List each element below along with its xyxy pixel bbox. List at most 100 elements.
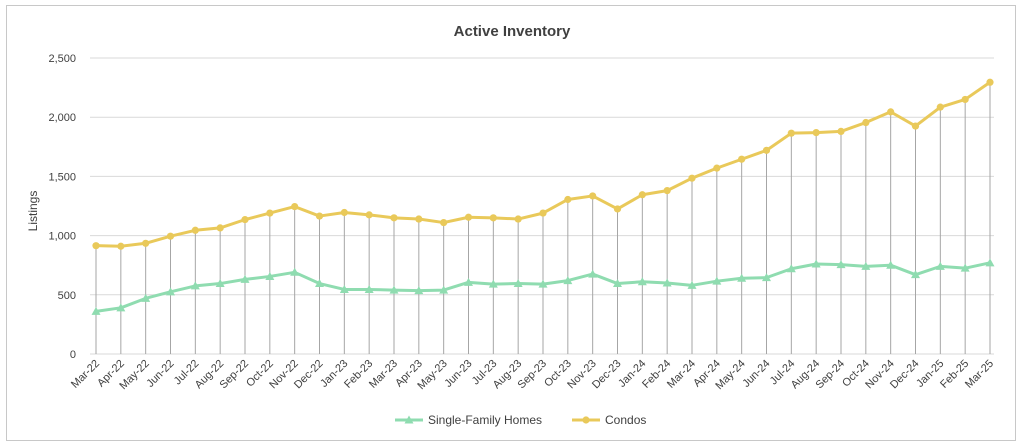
data-point <box>415 215 423 223</box>
data-point <box>613 279 622 288</box>
data-point <box>91 306 101 315</box>
data-point <box>887 108 895 116</box>
data-point <box>836 260 846 269</box>
x-tick-label: Jun-23 <box>442 358 474 390</box>
data-point <box>538 279 548 288</box>
data-point <box>812 128 820 137</box>
legend-item: Single-Family Homes <box>395 413 542 427</box>
data-point <box>166 232 175 240</box>
series-single-family-homes <box>91 258 995 315</box>
data-point <box>663 187 671 195</box>
data-point <box>365 211 373 219</box>
data-point <box>315 279 324 288</box>
data-point <box>961 95 969 104</box>
legend: Single-Family Homes Condos <box>395 413 646 427</box>
x-tick-label: Mar-25 <box>963 358 996 391</box>
data-point <box>564 195 572 204</box>
data-point <box>291 202 299 211</box>
data-point <box>190 281 200 290</box>
data-point <box>241 216 249 224</box>
x-axis-ticks: Mar-22Apr-22May-22Jun-22Jul-22Aug-22Sep-… <box>69 358 996 392</box>
data-point <box>191 226 199 234</box>
x-tick-label: Jun-24 <box>740 358 772 390</box>
data-point <box>340 208 348 217</box>
data-point <box>811 259 821 268</box>
data-point <box>464 277 473 286</box>
line-chart: Active Inventory 0 500 1,000 1,500 2,000 2,50… <box>26 23 996 427</box>
y-tick-label: 1,500 <box>48 171 76 183</box>
y-tick-label: 2,000 <box>48 112 76 124</box>
legend-label: Condos <box>605 413 646 427</box>
y-axis-label: Listings <box>26 191 40 232</box>
data-point <box>637 277 647 286</box>
data-point <box>265 271 275 280</box>
data-point <box>589 192 597 200</box>
legend-marker <box>404 415 414 424</box>
drop-lines <box>95 82 991 354</box>
data-point <box>142 239 150 247</box>
data-point <box>786 264 796 273</box>
data-point <box>688 174 696 182</box>
data-point <box>92 242 100 250</box>
y-tick-label: 1,000 <box>48 231 76 243</box>
data-point <box>563 276 573 285</box>
data-point <box>837 127 845 136</box>
data-point <box>489 214 497 222</box>
data-point <box>935 261 945 270</box>
data-point <box>215 279 225 288</box>
data-point <box>588 269 598 278</box>
data-point <box>539 209 547 217</box>
data-point <box>911 122 920 130</box>
data-point <box>613 205 622 213</box>
data-point <box>364 284 374 293</box>
data-point <box>117 242 125 250</box>
data-point <box>440 218 448 227</box>
data-point <box>240 274 250 283</box>
data-point <box>986 78 994 86</box>
legend-label: Single-Family Homes <box>428 413 542 427</box>
data-point <box>166 287 175 296</box>
gridlines <box>90 57 994 355</box>
data-point <box>862 118 870 127</box>
data-point <box>290 267 300 276</box>
series <box>91 78 995 315</box>
data-point <box>389 285 399 294</box>
y-tick-label: 0 <box>70 349 76 361</box>
x-tick-label: Mar-23 <box>367 358 400 391</box>
data-point <box>439 285 449 294</box>
data-point <box>861 261 871 270</box>
data-point <box>713 164 721 172</box>
data-point <box>960 263 970 272</box>
data-point <box>687 280 697 289</box>
x-tick-label: Jun-22 <box>144 358 176 390</box>
legend-item: Condos <box>572 413 646 427</box>
data-point <box>464 213 473 221</box>
data-point <box>514 215 522 223</box>
y-tick-label: 500 <box>58 290 76 302</box>
chart-frame: Active Inventory 0 500 1,000 1,500 2,000 2,50… <box>6 5 1016 441</box>
data-point <box>513 279 523 288</box>
data-point <box>141 293 151 302</box>
x-tick-label: Mar-24 <box>665 358 698 391</box>
data-point <box>662 278 672 287</box>
data-point <box>315 212 324 220</box>
data-point <box>414 286 424 295</box>
data-point <box>936 103 944 111</box>
data-point <box>737 273 747 282</box>
x-tick-label: Mar-22 <box>69 358 102 391</box>
data-point <box>787 129 795 137</box>
data-point <box>116 303 126 312</box>
y-axis-ticks: 0 500 1,000 1,500 2,000 2,500 <box>48 53 76 361</box>
data-point <box>266 209 274 217</box>
series-condos <box>92 78 994 250</box>
data-point <box>339 284 349 293</box>
legend-marker <box>582 416 590 424</box>
data-point <box>738 155 746 163</box>
y-tick-label: 2,500 <box>48 53 76 65</box>
data-point <box>638 191 646 199</box>
data-point <box>762 273 771 282</box>
data-point <box>985 258 995 267</box>
data-point <box>886 260 896 269</box>
chart-title: Active Inventory <box>454 23 571 40</box>
data-point <box>488 279 498 288</box>
